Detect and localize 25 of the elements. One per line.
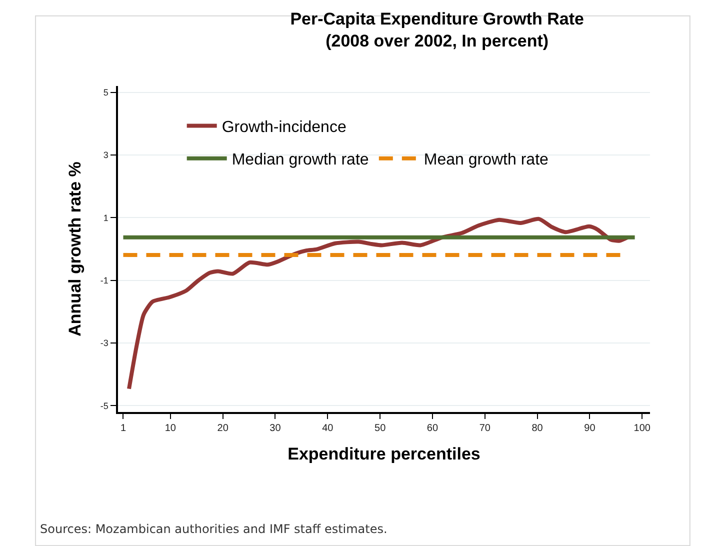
y-tick-label: -3 [100, 338, 108, 348]
legend-label: Growth-incidence [222, 118, 346, 136]
line-series [127, 216, 630, 391]
legend-label: Median growth rate [232, 152, 369, 169]
x-axis-title: Expenditure percentiles [288, 444, 480, 464]
x-tick-label: 100 [634, 422, 651, 434]
x-tick-label: 1 [120, 422, 126, 434]
x-tick-label: 20 [217, 422, 229, 434]
x-tick-label: 60 [426, 422, 438, 434]
source-note: Sources: Mozambican authorities and IMF staff estimates. [40, 522, 388, 536]
x-tick-label: 80 [532, 422, 544, 434]
y-tick-label: -5 [100, 400, 108, 411]
x-tick-label: 70 [479, 422, 491, 434]
y-tick-label: 5 [103, 87, 108, 98]
x-tick-label: 90 [584, 422, 596, 434]
x-tick-label: 30 [270, 422, 282, 434]
x-tick-label: 40 [322, 422, 334, 434]
x-tick-label: 50 [374, 422, 386, 434]
x-tick-label: 10 [164, 422, 176, 434]
chart-title: Per-Capita Expenditure Growth Rate (2008 over 2002, In percent) [290, 10, 584, 51]
y-axis-title: Annual growth rate % [65, 162, 84, 336]
y-tick-label: 1 [103, 212, 108, 223]
legend-label: Mean growth rate [424, 152, 549, 169]
y-tick-label: 3 [103, 150, 108, 160]
y-tick-label: -1 [100, 276, 108, 286]
